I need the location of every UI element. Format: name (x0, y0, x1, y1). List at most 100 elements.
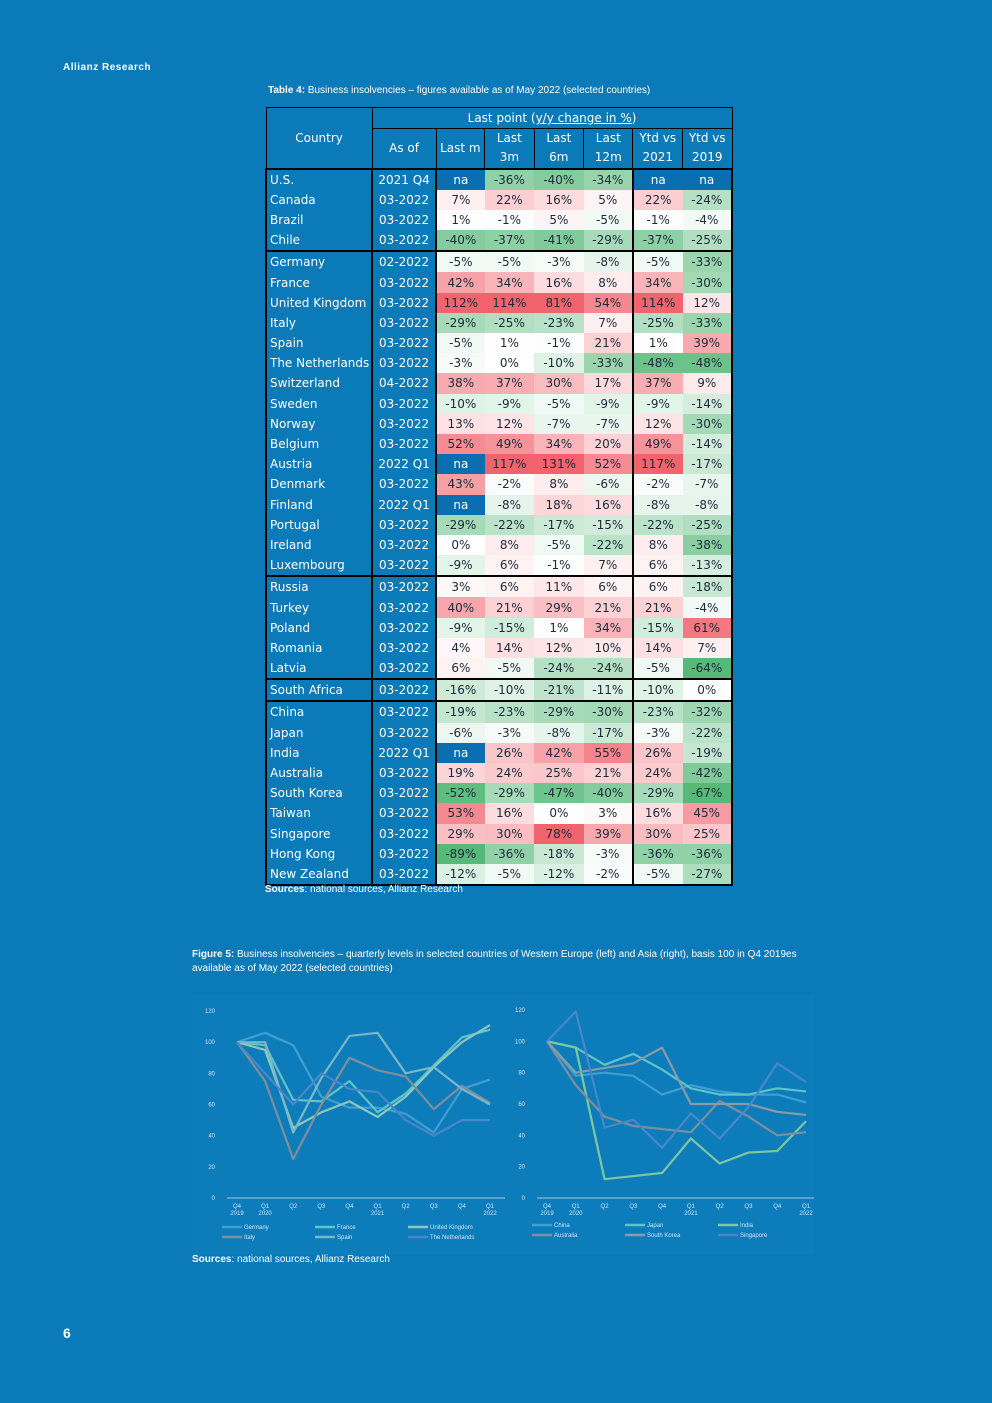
legend-label: South Korea (647, 1233, 681, 1239)
y-tick-label: 40 (518, 1133, 525, 1139)
value-cell: -89% (436, 843, 485, 864)
col-header-last6m: Last 6m (533, 128, 585, 169)
x-tick-label: Q3 (317, 1204, 326, 1210)
x-tick-label: Q3 (744, 1204, 753, 1210)
table-sources: Sources: national sources, Allianz Resea… (265, 884, 463, 895)
value-cell: 13% (436, 413, 485, 434)
value-cell: 11% (534, 575, 584, 598)
value-cell: -5% (534, 534, 584, 556)
table-row: Latvia 03-2022 6% -5% -24% -24% -5% -64% (264, 658, 733, 681)
series-line-the-netherlands (236, 1041, 490, 1137)
value-cell: -25% (631, 312, 683, 333)
table-row: Luxembourg 03-2022 -9% 6% -1% 7% 6% -13% (264, 555, 733, 578)
value-cell: -33% (682, 250, 733, 273)
value-cell: na (436, 742, 485, 763)
value-cell: -19% (682, 742, 733, 763)
value-cell: -1% (534, 333, 584, 354)
value-cell: -36% (682, 843, 733, 864)
value-cell: 112% (436, 292, 485, 313)
x-tick-year-label: 2020 (569, 1211, 583, 1217)
value-cell: -18% (682, 575, 733, 598)
table-row: Denmark 03-2022 43% -2% 8% -6% -2% -7% (264, 474, 733, 495)
asof-cell: 03-2022 (372, 393, 438, 414)
country-cell: Hong Kong (264, 843, 374, 864)
value-cell: 22% (631, 189, 683, 210)
value-cell: -64% (682, 658, 733, 681)
y-tick-label: 20 (518, 1165, 525, 1171)
table-row: Norway 03-2022 13% 12% -7% -7% 12% -30% (264, 413, 733, 434)
value-cell: -29% (484, 783, 535, 804)
last12m-line1: Last (595, 131, 621, 146)
table-sources-text: : national sources, Allianz Research (304, 884, 463, 895)
value-cell: -30% (682, 413, 733, 434)
value-cell: -17% (534, 514, 584, 535)
value-cell: na (436, 454, 485, 475)
country-cell: Chile (264, 230, 374, 253)
value-cell: -67% (682, 783, 733, 804)
value-cell: 34% (583, 617, 633, 638)
value-cell: 40% (436, 597, 485, 618)
legend-label: Spain (337, 1235, 352, 1241)
country-cell: The Netherlands (264, 353, 374, 374)
value-cell: 42% (534, 742, 584, 763)
value-cell: 53% (436, 803, 485, 824)
table-row: New Zealand 03-2022 -12% -5% -12% -2% -5% -27% (264, 863, 733, 887)
lastpoint-label-b: ) (631, 111, 637, 125)
value-cell: -22% (484, 514, 535, 535)
country-cell: New Zealand (264, 863, 374, 887)
legend-label: India (740, 1223, 754, 1229)
value-cell: -22% (682, 722, 733, 743)
value-cell: -37% (631, 230, 683, 253)
value-cell: -7% (534, 413, 584, 434)
value-cell: -22% (583, 534, 633, 556)
asof-cell: 03-2022 (372, 333, 438, 354)
country-cell: Italy (264, 312, 374, 333)
value-cell: 34% (534, 433, 584, 455)
value-cell: 7% (682, 637, 733, 658)
value-cell: -5% (436, 250, 485, 273)
asof-cell: 03-2022 (372, 700, 438, 723)
country-cell: Switzerland (264, 373, 374, 394)
legend-label: Australia (554, 1233, 578, 1239)
value-cell: 0% (484, 353, 535, 374)
y-tick-label: 80 (518, 1071, 525, 1077)
figure-sources: Sources: national sources, Allianz Resea… (192, 1254, 390, 1265)
country-cell: Romania (264, 637, 374, 658)
value-cell: 7% (583, 312, 633, 333)
legend-label: France (337, 1225, 356, 1231)
value-cell: -3% (631, 722, 683, 743)
legend-label: United Kingdom (430, 1225, 473, 1231)
value-cell: 3% (436, 575, 485, 598)
country-cell: France (264, 272, 374, 293)
value-cell: -19% (436, 700, 485, 723)
value-cell: 1% (631, 333, 683, 354)
table-row: Poland 03-2022 -9% -15% 1% 34% -15% 61% (264, 617, 733, 638)
x-tick-label: Q1 (687, 1204, 696, 1210)
value-cell: 21% (484, 597, 535, 618)
country-cell: Latvia (264, 658, 374, 681)
value-cell: -9% (436, 617, 485, 638)
value-cell: 24% (631, 762, 683, 784)
asof-cell: 03-2022 (372, 353, 438, 374)
value-cell: -33% (583, 353, 633, 374)
value-cell: -12% (436, 863, 485, 887)
legend-label: Japan (647, 1223, 663, 1229)
x-tick-label: Q2 (601, 1204, 610, 1210)
value-cell: 7% (436, 189, 485, 210)
value-cell: 16% (583, 494, 633, 515)
col-header-asof: As of (371, 128, 437, 169)
value-cell: 131% (534, 454, 584, 475)
table-caption-text: Business insolvencies – figures availabl… (305, 85, 651, 96)
country-cell: India (264, 742, 374, 763)
value-cell: -3% (484, 722, 535, 743)
value-cell: -6% (583, 474, 633, 495)
value-cell: -18% (534, 843, 584, 864)
x-tick-label: Q1 (572, 1204, 581, 1210)
col-header-ytd2019: Ytd vs 2019 (682, 128, 733, 169)
value-cell: -4% (682, 209, 733, 231)
value-cell: 12% (682, 292, 733, 313)
country-cell: Belgium (264, 433, 374, 455)
value-cell: -36% (484, 843, 535, 864)
value-cell: -8% (682, 494, 733, 515)
figure-caption-text: Business insolvencies – quarterly levels… (192, 949, 797, 974)
